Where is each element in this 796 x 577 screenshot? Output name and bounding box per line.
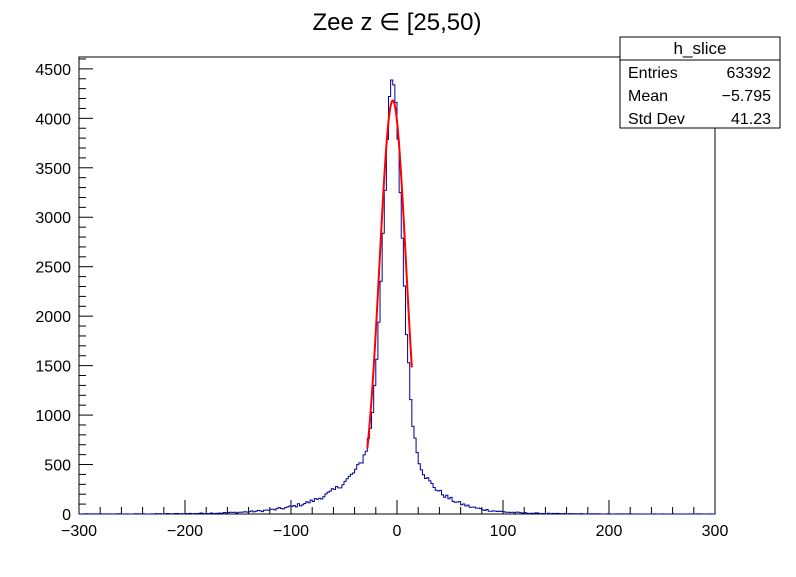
x-tick-label: 100 — [490, 523, 517, 540]
x-tick-label: 300 — [702, 523, 729, 540]
y-tick-label: 3500 — [35, 161, 71, 178]
stats-mean-label: Mean — [628, 88, 668, 105]
y-tick-label: 2500 — [35, 260, 71, 277]
stats-box: h_slice Entries 63392 Mean −5.795 Std De… — [619, 36, 781, 129]
stats-box-frame — [619, 36, 781, 129]
y-tick-label: 3000 — [35, 210, 71, 227]
stats-mean-value: −5.795 — [722, 88, 771, 105]
y-tick-label: 500 — [44, 458, 71, 475]
x-tick-label: 0 — [393, 523, 402, 540]
stats-entries-value: 63392 — [727, 65, 772, 82]
y-tick-label: 4500 — [35, 62, 71, 79]
y-axis: 0 500 1000 1500 2000 2500 3000 3500 4000 4500 — [35, 58, 93, 524]
stats-entries-label: Entries — [628, 65, 678, 82]
stats-stddev-value: 41.23 — [731, 111, 771, 128]
y-tick-label: 4000 — [35, 111, 71, 128]
x-axis: −300 −200 −100 0 100 200 300 — [61, 500, 728, 540]
histogram-series — [78, 79, 715, 515]
y-tick-label: 0 — [62, 507, 71, 524]
histogram-layer — [78, 79, 715, 515]
x-tick-label: −100 — [273, 523, 309, 540]
fit-layer — [366, 99, 413, 449]
gaussian-fit-curve — [366, 99, 413, 449]
x-tick-label: 200 — [596, 523, 623, 540]
stats-stddev-label: Std Dev — [628, 111, 685, 128]
x-tick-label: −300 — [61, 523, 97, 540]
stats-box-title: h_slice — [674, 39, 727, 58]
chart-title: Zee z ∈ [25,50) — [313, 9, 482, 36]
x-tick-label: −200 — [167, 523, 203, 540]
y-tick-label: 1500 — [35, 359, 71, 376]
y-tick-label: 2000 — [35, 309, 71, 326]
y-tick-label: 1000 — [35, 408, 71, 425]
